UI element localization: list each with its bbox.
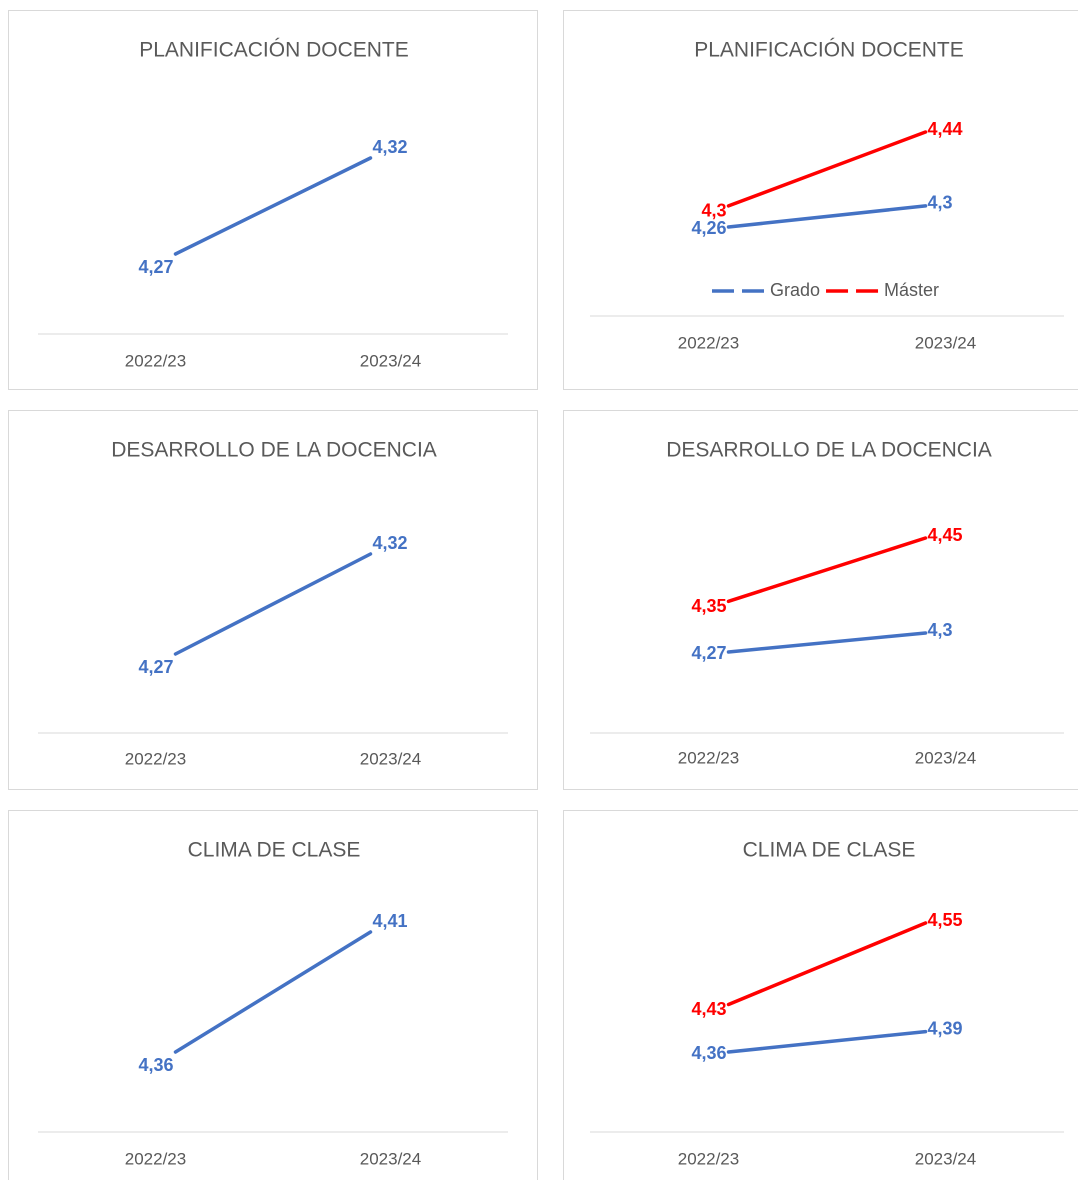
series-line — [726, 1029, 928, 1054]
data-label: 4,41 — [373, 911, 408, 931]
legend-label: Máster — [884, 280, 939, 300]
x-tick-label: 2023/24 — [360, 749, 421, 768]
x-tick-label: 2022/23 — [678, 1149, 739, 1168]
x-tick-label: 2023/24 — [915, 333, 976, 352]
series-line — [726, 130, 928, 208]
x-tick-label: 2022/23 — [125, 749, 186, 768]
chart: CLIMA DE CLASE 2022/23 2023/24 4,36 4,39 4,43… — [590, 839, 1064, 1168]
data-label: 4,3 — [928, 193, 953, 213]
data-label: 4,27 — [138, 657, 173, 677]
data-label: 4,35 — [691, 596, 726, 616]
chart-title: DESARROLLO DE LA DOCENCIA — [666, 439, 992, 462]
chart-panel: PLANIFICACIÓN DOCENTE 2022/23 2023/24 4,26 4… — [563, 10, 1078, 390]
chart: PLANIFICACIÓN DOCENTE 2022/23 2023/24 4,27 4… — [38, 39, 508, 370]
series-line — [726, 631, 928, 654]
series-line — [726, 536, 928, 604]
x-tick-label: 2022/23 — [125, 351, 186, 370]
data-label: 4,44 — [928, 119, 963, 139]
x-tick-label: 2023/24 — [360, 351, 421, 370]
data-label: 4,26 — [691, 218, 726, 238]
data-label: 4,55 — [928, 910, 963, 930]
data-label: 4,43 — [691, 999, 726, 1019]
data-label: 4,27 — [138, 257, 173, 277]
data-label: 4,3 — [928, 620, 953, 640]
data-label: 4,36 — [138, 1055, 173, 1075]
data-label: 4,27 — [691, 643, 726, 663]
legend-label: Grado — [770, 280, 820, 300]
x-tick-label: 2023/24 — [915, 1149, 976, 1168]
chart: DESARROLLO DE LA DOCENCIA 2022/23 2023/24 4… — [590, 439, 1064, 767]
chart-title: CLIMA DE CLASE — [743, 839, 916, 862]
data-label: 4,36 — [691, 1043, 726, 1063]
series-line — [173, 930, 373, 1054]
chart-panel: DESARROLLO DE LA DOCENCIA 2022/23 2023/24 4… — [563, 410, 1078, 790]
data-label: 4,3 — [701, 201, 726, 221]
chart-panel: DESARROLLO DE LA DOCENCIA 2022/23 2023/24 4… — [8, 410, 538, 790]
data-label: 4,45 — [928, 525, 963, 545]
chart-title: CLIMA DE CLASE — [188, 839, 361, 862]
chart-panel: PLANIFICACIÓN DOCENTE 2022/23 2023/24 4,27 4… — [8, 10, 538, 390]
series-line — [173, 552, 373, 656]
data-label: 4,39 — [928, 1018, 963, 1038]
series-line — [726, 921, 928, 1007]
x-tick-label: 2022/23 — [125, 1149, 186, 1168]
x-tick-label: 2023/24 — [915, 748, 976, 767]
x-tick-label: 2022/23 — [678, 333, 739, 352]
x-tick-label: 2022/23 — [678, 748, 739, 767]
chart-title: PLANIFICACIÓN DOCENTE — [694, 39, 964, 62]
data-label: 4,32 — [373, 533, 408, 553]
series-line — [173, 156, 373, 256]
x-tick-label: 2023/24 — [360, 1149, 421, 1168]
chart: CLIMA DE CLASE 2022/23 2023/24 4,36 4,41 — [38, 839, 508, 1168]
chart-panel: CLIMA DE CLASE 2022/23 2023/24 4,36 4,41 — [8, 810, 538, 1180]
series-line — [726, 204, 928, 229]
chart-panel: CLIMA DE CLASE 2022/23 2023/24 4,36 4,39 4,43… — [563, 810, 1078, 1180]
chart: DESARROLLO DE LA DOCENCIA 2022/23 2023/24 4… — [38, 439, 508, 768]
chart-title: DESARROLLO DE LA DOCENCIA — [111, 439, 437, 462]
chart-title: PLANIFICACIÓN DOCENTE — [139, 39, 409, 62]
data-label: 4,32 — [373, 137, 408, 157]
